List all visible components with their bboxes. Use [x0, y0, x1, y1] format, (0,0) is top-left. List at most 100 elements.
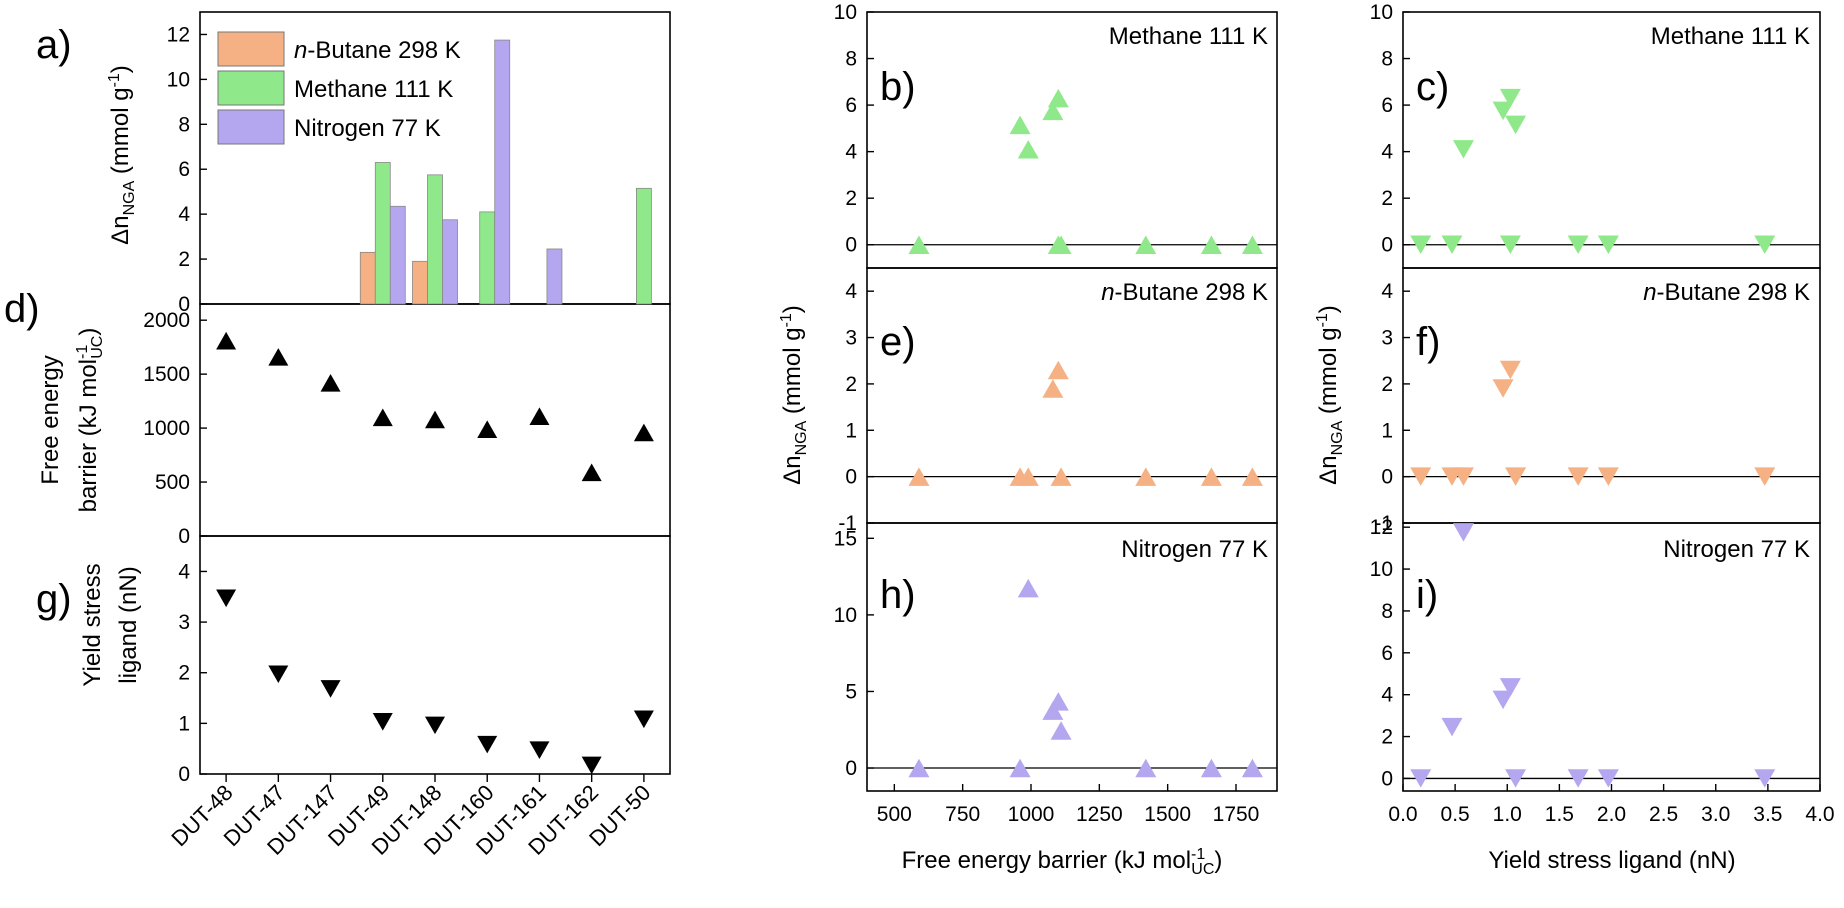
c-point: [1492, 101, 1514, 121]
xlabel-fe-sup: -1: [1191, 846, 1205, 863]
h-point: [1009, 758, 1031, 778]
c-point: [1754, 235, 1776, 254]
i-point: [1499, 678, 1521, 697]
b-point: [1042, 101, 1064, 121]
xlabel-fe-sub: UC: [1191, 861, 1214, 878]
b-ytick-label: 10: [834, 1, 857, 24]
ylabel-f-close: ): [1315, 305, 1342, 313]
panel-title-c: Methane 111 K: [1651, 23, 1810, 50]
b-point: [1135, 235, 1157, 254]
bar-n-butane-298-k-dut-148: [412, 260, 428, 305]
ylabel-e-sub: NGA: [793, 420, 810, 455]
c-ytick-label: 10: [1370, 1, 1393, 24]
xlabel-fe-close: ): [1214, 847, 1222, 874]
i-xtick-label: 4.0: [1805, 803, 1834, 826]
i-ytick-label: 10: [1370, 558, 1393, 581]
panel-letter-a: a): [36, 23, 72, 67]
i-ytick-label: 2: [1381, 726, 1393, 749]
h-xtick-label: 1500: [1144, 803, 1191, 826]
b-ytick-label: 8: [845, 48, 857, 71]
ylabel-e-close: ): [779, 305, 806, 313]
frame-i: [1402, 522, 1821, 792]
bar-n-butane-298-k-dut-49: [359, 251, 376, 305]
f-ytick-label: 4: [1381, 280, 1393, 303]
panel-title-b: Methane 111 K: [1109, 23, 1268, 50]
c-point: [1505, 115, 1527, 135]
ylabel-d-close: ): [75, 328, 102, 336]
ylabel-e-unit: (mmol g: [779, 327, 806, 420]
legend-label-butane: n-Butane 298 K: [294, 37, 461, 64]
f-ytick-label: 2: [1381, 373, 1393, 396]
d-point-dut-47: [268, 348, 289, 366]
h-xtick-label: 750: [945, 803, 980, 826]
e-point: [1050, 467, 1072, 486]
xlabel-fe-text: Free energy barrier (kJ mol: [902, 847, 1191, 874]
d-ytick-label: 1000: [143, 417, 190, 440]
legend-label-methane: Methane 111 K: [294, 76, 453, 103]
ylabel-d-sub: UC: [89, 336, 106, 359]
panel-letter-h: h): [880, 573, 916, 617]
i-xtick-label: 1.5: [1545, 803, 1574, 826]
e-ytick-label: -1: [838, 512, 857, 535]
d-ytick-label: 500: [155, 471, 190, 494]
panel-letter-d: d): [4, 287, 40, 331]
frame-f: [1402, 267, 1821, 524]
c-ytick-label: 8: [1381, 48, 1393, 71]
b-ytick-label: 0: [845, 234, 857, 257]
d-ytick-label: 2000: [143, 309, 190, 332]
panel-title-f-n: n: [1643, 279, 1656, 306]
ylabel-f-sub: NGA: [1329, 420, 1346, 455]
i-ytick-label: 12: [1370, 516, 1393, 539]
panel-title-f: n-Butane 298 K: [1643, 279, 1810, 306]
h-point: [1050, 721, 1072, 740]
panel-title-h: Nitrogen 77 K: [1121, 536, 1268, 563]
ylabel-g-line2: ligand (nN): [115, 566, 142, 683]
i-ytick-label: 8: [1381, 600, 1393, 623]
frame-c: [1402, 11, 1821, 269]
f-point: [1499, 360, 1521, 380]
e-ytick-label: 0: [845, 466, 857, 489]
ylabel-d-text: barrier (kJ mol: [75, 359, 102, 512]
b-point: [1009, 115, 1031, 135]
h-xtick-label: 500: [877, 803, 912, 826]
a-ytick-label: 2: [178, 248, 190, 271]
legend-label-butane-n: n: [294, 37, 307, 64]
h-ytick-label: 0: [845, 757, 857, 780]
ylabel-d-line2: barrier (kJ mol-1UC): [74, 328, 106, 513]
f-point: [1492, 379, 1514, 398]
ylabel-a: ΔnNGA (mmol g-1): [106, 65, 138, 245]
h-point: [1241, 758, 1263, 778]
g-point-dut-162: [581, 756, 602, 775]
ylabel-f-delta: Δn: [1315, 455, 1342, 484]
b-point: [1241, 235, 1263, 254]
c-point: [1567, 235, 1589, 254]
ylabel-e: ΔnNGA (mmol g-1): [778, 305, 810, 485]
d-point-dut-49: [372, 408, 393, 427]
legend: n-Butane 298 K Methane 111 K Nitrogen 77…: [217, 31, 461, 145]
d-point-dut-147: [320, 373, 341, 392]
c-ytick-label: 2: [1381, 187, 1393, 210]
panel-title-e-rest: -Butane 298 K: [1115, 279, 1268, 306]
b-point: [1050, 235, 1072, 254]
d-ytick-label: 0: [178, 525, 190, 548]
ylabel-a-sup: -1: [106, 73, 123, 87]
f-ytick-label: -1: [1374, 512, 1393, 535]
d-point-dut-162: [581, 463, 602, 482]
bar-nitrogen-77-k-dut-148: [442, 219, 458, 305]
g-point-dut-148: [425, 716, 445, 735]
panel-letter-i: i): [1416, 573, 1438, 617]
f-point: [1505, 467, 1527, 486]
h-point: [1017, 578, 1039, 598]
bar-methane-111-k-dut-49: [374, 162, 391, 305]
xlabel-fe: Free energy barrier (kJ mol-1 UC): [902, 846, 1223, 878]
i-point: [1410, 769, 1432, 788]
c-point: [1410, 235, 1432, 254]
a-ytick-label: 6: [178, 158, 190, 181]
d-point-dut-50: [633, 423, 654, 442]
b-ytick-label: 6: [845, 94, 857, 117]
frame-h: [866, 522, 1278, 792]
panel-title-e-n: n: [1101, 279, 1114, 306]
b-ytick-label: 4: [845, 141, 857, 164]
b-point: [1047, 88, 1069, 108]
